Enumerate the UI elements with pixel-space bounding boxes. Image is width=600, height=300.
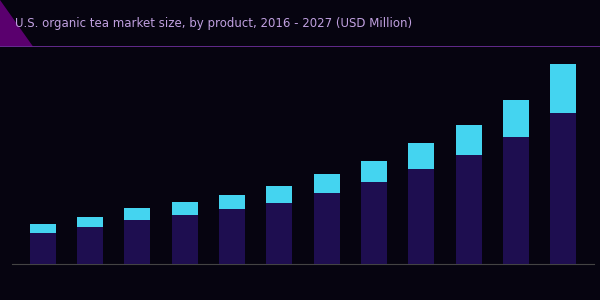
Text: U.S. organic tea market size, by product, 2016 - 2027 (USD Million): U.S. organic tea market size, by product… — [15, 17, 412, 30]
Bar — [455, 155, 482, 264]
Bar — [503, 100, 529, 137]
Bar — [172, 202, 198, 215]
Bar — [408, 143, 434, 170]
Bar — [172, 215, 198, 264]
Bar — [550, 113, 576, 264]
Bar — [266, 202, 292, 264]
Bar — [361, 161, 387, 182]
Bar — [77, 217, 103, 227]
Bar — [30, 224, 56, 233]
Bar — [408, 169, 434, 264]
Bar — [266, 186, 292, 202]
Bar — [455, 124, 482, 155]
Bar — [124, 208, 151, 220]
Bar — [219, 209, 245, 264]
Bar — [314, 193, 340, 264]
Polygon shape — [0, 0, 33, 46]
Bar — [503, 137, 529, 264]
Bar — [77, 227, 103, 264]
Bar — [361, 182, 387, 264]
Bar — [124, 220, 151, 264]
Bar — [219, 195, 245, 209]
Bar — [314, 174, 340, 193]
Bar — [30, 233, 56, 264]
Bar — [550, 64, 576, 113]
